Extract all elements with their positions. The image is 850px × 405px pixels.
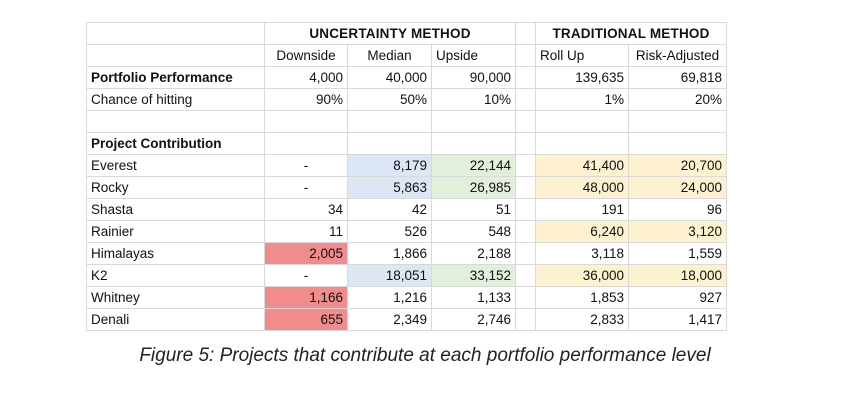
table-row: Rainier 11 526 548 6,240 3,120 <box>86 220 727 243</box>
value-cell: 69,818 <box>628 66 727 89</box>
chance-of-hitting-row: Chance of hitting 90% 50% 10% 1% 20% <box>86 88 727 111</box>
value-cell: 11 <box>264 220 348 243</box>
gap-cell <box>515 154 536 177</box>
value-cell: 41,400 <box>535 154 629 177</box>
value-cell: 33,152 <box>431 264 516 287</box>
value-cell: 139,635 <box>535 66 629 89</box>
value-cell: 96 <box>628 198 727 221</box>
value-cell: 40,000 <box>347 66 432 89</box>
value-cell: 18,051 <box>347 264 432 287</box>
section-label: Project Contribution <box>86 132 265 155</box>
value-cell: 1,166 <box>264 286 348 309</box>
group-header-row: UNCERTAINTY METHOD TRADITIONAL METHOD <box>86 22 727 45</box>
value-cell: 26,985 <box>431 176 516 199</box>
table-row: Everest - 8,179 22,144 41,400 20,700 <box>86 154 727 177</box>
value-cell: 548 <box>431 220 516 243</box>
value-cell: 2,746 <box>431 308 516 331</box>
value-cell: 1,866 <box>347 242 432 265</box>
value-cell: 90% <box>264 88 348 111</box>
column-header-median: Median <box>347 44 432 67</box>
uncertainty-method-header: UNCERTAINTY METHOD <box>264 22 516 45</box>
gap-cell <box>515 264 536 287</box>
value-cell: 4,000 <box>264 66 348 89</box>
value-cell: 927 <box>628 286 727 309</box>
project-name: Rocky <box>86 176 265 199</box>
gap-cell <box>515 242 536 265</box>
value-cell: 1,216 <box>347 286 432 309</box>
value-cell: 191 <box>535 198 629 221</box>
row-label: Chance of hitting <box>86 88 265 111</box>
column-header-downside: Downside <box>264 44 348 67</box>
gap-cell <box>515 308 536 331</box>
value-cell: 20,700 <box>628 154 727 177</box>
project-name: Shasta <box>86 198 265 221</box>
column-header-row: Downside Median Upside Roll Up Risk-Adju… <box>86 44 727 67</box>
gap-cell <box>515 44 536 67</box>
table-row: Rocky - 5,863 26,985 48,000 24,000 <box>86 176 727 199</box>
project-name: Denali <box>86 308 265 331</box>
value-cell: 1,559 <box>628 242 727 265</box>
traditional-method-header: TRADITIONAL METHOD <box>535 22 727 45</box>
value-cell: 50% <box>347 88 432 111</box>
table-row: K2 - 18,051 33,152 36,000 18,000 <box>86 264 727 287</box>
gap-cell <box>515 286 536 309</box>
gap-cell <box>515 198 536 221</box>
gap-cell <box>515 22 536 45</box>
value-cell: 42 <box>347 198 432 221</box>
gap-cell <box>515 66 536 89</box>
row-label: Portfolio Performance <box>86 66 265 89</box>
blank-cell <box>86 44 265 67</box>
blank-cell <box>86 22 265 45</box>
value-cell: 3,120 <box>628 220 727 243</box>
value-cell: 10% <box>431 88 516 111</box>
gap-cell <box>515 88 536 111</box>
value-cell: 3,118 <box>535 242 629 265</box>
value-cell: 2,005 <box>264 242 348 265</box>
project-name: K2 <box>86 264 265 287</box>
value-cell: 5,863 <box>347 176 432 199</box>
value-cell: 8,179 <box>347 154 432 177</box>
value-cell: 526 <box>347 220 432 243</box>
table-row: Himalayas 2,005 1,866 2,188 3,118 1,559 <box>86 242 727 265</box>
value-cell: 34 <box>264 198 348 221</box>
value-cell: 90,000 <box>431 66 516 89</box>
figure-caption: Figure 5: Projects that contribute at ea… <box>139 345 711 366</box>
column-header-upside: Upside <box>431 44 516 67</box>
value-cell: 20% <box>628 88 727 111</box>
section-header-row: Project Contribution <box>86 132 727 155</box>
gap-cell <box>515 220 536 243</box>
project-name: Himalayas <box>86 242 265 265</box>
value-cell: - <box>264 154 348 177</box>
value-cell: 22,144 <box>431 154 516 177</box>
value-cell: 51 <box>431 198 516 221</box>
value-cell: 36,000 <box>535 264 629 287</box>
column-header-risk-adjusted: Risk-Adjusted <box>628 44 727 67</box>
portfolio-performance-row: Portfolio Performance 4,000 40,000 90,00… <box>86 66 727 89</box>
column-header-roll-up: Roll Up <box>535 44 629 67</box>
value-cell: 6,240 <box>535 220 629 243</box>
value-cell: 2,833 <box>535 308 629 331</box>
value-cell: 2,188 <box>431 242 516 265</box>
value-cell: 655 <box>264 308 348 331</box>
gap-cell <box>515 176 536 199</box>
table-row: Denali 655 2,349 2,746 2,833 1,417 <box>86 308 727 331</box>
project-name: Everest <box>86 154 265 177</box>
value-cell: 1,417 <box>628 308 727 331</box>
project-name: Whitney <box>86 286 265 309</box>
value-cell: 1% <box>535 88 629 111</box>
value-cell: 18,000 <box>628 264 727 287</box>
table-row: Shasta 34 42 51 191 96 <box>86 198 727 221</box>
value-cell: 24,000 <box>628 176 727 199</box>
value-cell: - <box>264 264 348 287</box>
project-name: Rainier <box>86 220 265 243</box>
value-cell: 1,853 <box>535 286 629 309</box>
value-cell: 48,000 <box>535 176 629 199</box>
value-cell: 1,133 <box>431 286 516 309</box>
spacer-row <box>86 110 727 133</box>
value-cell: - <box>264 176 348 199</box>
table-row: Whitney 1,166 1,216 1,133 1,853 927 <box>86 286 727 309</box>
portfolio-table: UNCERTAINTY METHOD TRADITIONAL METHOD Do… <box>86 22 727 331</box>
value-cell: 2,349 <box>347 308 432 331</box>
